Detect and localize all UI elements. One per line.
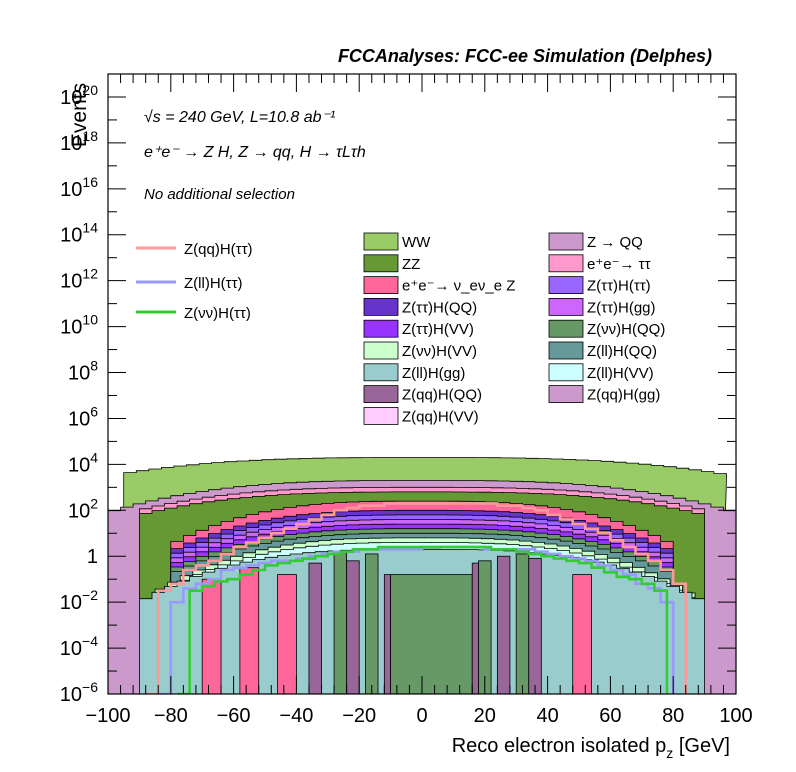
overlay-line-2 [177,545,669,694]
x-axis: −100 −80 −60 −40 −20 0 20 40 60 80 100 [85,74,753,727]
legend-swatch [363,276,399,295]
overlay-layer [145,502,688,694]
legend-stack-col1: WW ZZ e⁺e⁻→ ν_eν_e Z Z(ττ)H(QQ) Z(ττ)H(VV) Z(… [363,232,515,425]
legend-stack-label: e⁺e⁻→ ν_eν_e Z [402,278,515,295]
x-axis-label: Reco electron isolated pz [GeV] [452,735,730,761]
x-tick-label: 20 [474,705,496,727]
legend-swatch [363,341,399,360]
x-tick-label: 80 [662,705,684,727]
y-tick-label: 104 [68,449,98,476]
x-tick-label: 40 [536,705,558,727]
legend-swatch [363,406,399,425]
legend-stack-label: Z(qq)H(QQ) [402,387,482,404]
spike-bar-11 [496,555,511,694]
spike-bar-5 [346,560,360,694]
spike-bar-14 [572,574,592,694]
spike-bar-8 [390,574,473,694]
y-tick-label: 1018 [60,128,98,155]
legend-swatch [363,319,399,338]
legend-stack-label: e⁺e⁻→ ττ [587,256,651,273]
spike-bar-12 [515,553,530,694]
legend-swatch [363,232,399,251]
legend-swatch [363,385,399,404]
legend-swatch [548,341,584,360]
legend-stack-label: Z(ll)H(QQ) [587,343,657,360]
y-axis-label: Events [68,83,91,147]
energy-label: √s = 240 GeV, L=10.8 ab⁻¹ [144,109,335,126]
legend-stack-label: ZZ [402,256,420,273]
y-tick-label: 1014 [60,220,98,247]
legend-stack-label: Z(νν)H(VV) [402,343,477,360]
y-axis: 10−6 10−4 10−2 1 102 104 106 108 1010 1012 1014 101… [60,73,736,706]
legend-overlay-label: Z(qq)H(ττ) [184,241,253,258]
spike-bar-13 [528,558,542,694]
legend-stack-label: Z(qq)H(gg) [587,387,660,404]
spike-bar-9 [471,562,479,694]
x-tick-label: −80 [154,705,188,727]
y-tick-label: 1016 [60,174,98,201]
selection-label: No additional selection [144,186,295,203]
x-tick-label: −100 [85,705,130,727]
legend-swatch [548,363,584,382]
legend-stack-label: Z(ττ)H(ττ) [587,278,651,295]
legend-overlay-label: Z(ll)H(ττ) [184,275,243,292]
spike-bar-7 [383,574,392,694]
y-tick-label: 1012 [60,266,98,293]
legend-swatch [548,232,584,251]
spike-bar-10 [478,560,492,694]
legend-stack-label: Z(ττ)H(VV) [402,321,474,338]
x-tick-label: −20 [342,705,376,727]
y-tick-label: 10−4 [60,633,98,660]
x-tick-label: −60 [217,705,251,727]
process-label: e⁺e⁻ → Z H, Z → qq, H → τLτh [144,144,366,161]
x-tick-label: 60 [599,705,621,727]
legend-stack-label: Z(ττ)H(gg) [587,299,656,316]
legend-stack-label: Z → QQ [587,234,643,251]
y-tick-label: 1020 [60,82,98,109]
legend-swatch [548,297,584,316]
x-tick-label: −40 [279,705,313,727]
legend-swatch [548,319,584,338]
spike-bar-1 [239,567,260,694]
legend-stack-label: Z(ll)H(VV) [587,365,654,382]
spike-bar-0 [201,578,222,694]
spike-bar-6 [365,553,379,694]
overlay-line-0 [145,502,688,694]
legend-stack-label: Z(ll)H(gg) [402,365,465,382]
y-tick-label: 10−6 [60,679,98,706]
y-tick-label: 10−2 [60,587,98,614]
legend-stack-label: Z(qq)H(VV) [402,408,479,425]
y-tick-label: 1010 [60,312,98,339]
legend-swatch [548,385,584,404]
y-tick-label: 106 [68,403,98,430]
legend-overlay-label: Z(νν)H(ττ) [184,305,251,322]
legend-swatch [548,276,584,295]
legend-stack-label: Z(νν)H(QQ) [587,321,665,338]
spike-bar-2 [277,574,297,694]
y-tick-label: 1 [87,546,98,568]
overlay-line-1 [158,545,675,694]
legend-overlay: Z(qq)H(ττ) Z(ll)H(ττ) Z(νν)H(ττ) [136,241,253,322]
legend-stack-col2: Z → QQ e⁺e⁻→ ττ Z(ττ)H(ττ) Z(ττ)H(gg) Z(νν)H… [548,232,665,404]
legend-swatch [548,254,584,273]
y-tick-label: 108 [68,358,98,385]
legend-swatch [363,254,399,273]
x-tick-label: 0 [416,705,427,727]
y-tick-label: 102 [68,495,98,522]
spike-layer [201,551,592,694]
x-tick-label: 100 [719,705,752,727]
chart-title: FCCAnalyses: FCC-ee Simulation (Delphes) [338,46,712,66]
legend-stack-label: Z(ττ)H(QQ) [402,299,477,316]
spike-bar-4 [333,551,348,694]
legend-swatch [363,363,399,382]
legend-stack-label: WW [402,234,431,251]
legend-swatch [363,297,399,316]
spike-bar-3 [308,562,322,694]
